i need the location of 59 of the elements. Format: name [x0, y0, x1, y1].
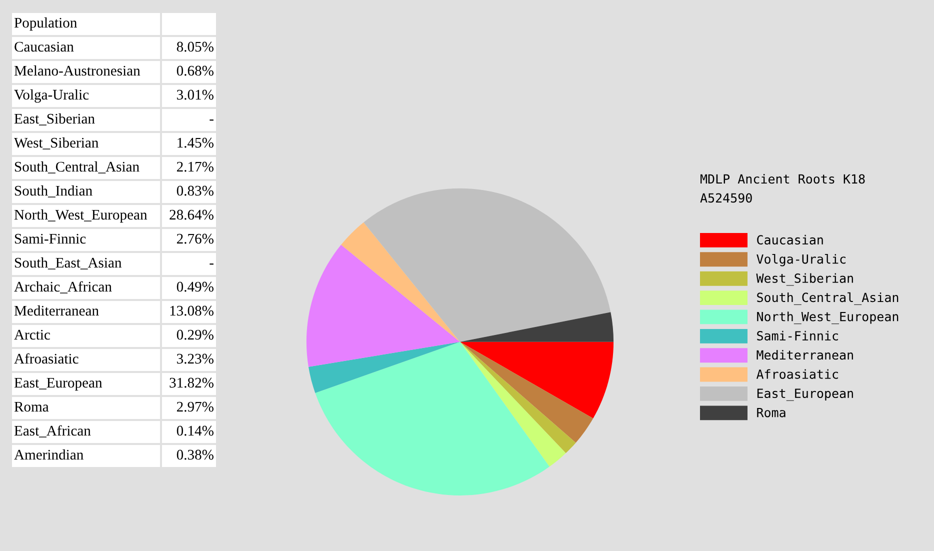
category-label: East_Siberian — [14, 113, 95, 126]
text: 28.64% — [170, 210, 214, 220]
text: 2.76% — [176, 234, 214, 244]
legend-label: East_European — [757, 388, 853, 401]
category-label: West_Siberian — [14, 137, 98, 150]
legend-label: Afroasiatic — [756, 369, 838, 379]
category-label: East_African — [14, 425, 91, 438]
category-label: Melano-Austronesian — [14, 65, 140, 76]
legend-label: Sami-Finnic — [757, 330, 838, 340]
legend-label: West_Siberian — [756, 273, 853, 286]
chart-subtitle: A524590 — [700, 193, 752, 203]
category-label: Volga-Uralic — [14, 89, 89, 103]
pie-slice — [364, 188, 611, 342]
text: 3.01% — [177, 90, 214, 100]
pie-slice — [341, 222, 460, 342]
text: Population — [14, 17, 77, 31]
pie-slice — [460, 342, 566, 467]
legend-label: Roma — [757, 408, 786, 418]
legend-label: Caucasian — [757, 234, 823, 245]
category-label: Arctic — [14, 330, 50, 340]
pie-slice — [460, 342, 614, 418]
text: 13.08% — [170, 306, 214, 316]
legend-label: North_West_European — [757, 312, 898, 324]
text: 0.29% — [176, 330, 214, 340]
text: 0.14% — [176, 426, 214, 436]
text: 3.23% — [177, 354, 214, 364]
category-label: Sami-Finnic — [14, 234, 86, 244]
legend-label: Mediterranean — [756, 350, 853, 360]
text: 2.97% — [176, 402, 214, 412]
category-label: Caucasian — [14, 42, 74, 52]
text: - — [210, 264, 214, 265]
pie-slice — [306, 244, 460, 367]
pie-slice — [315, 342, 550, 496]
legend-label: South_Central_Asian — [757, 292, 898, 305]
chart-title: MDLP Ancient Roots K18 — [700, 174, 865, 184]
category-label: Roma — [14, 402, 49, 412]
text: 0.68% — [176, 66, 214, 76]
category-label: South_Indian — [14, 185, 92, 198]
pie-slice — [460, 342, 594, 443]
pie-slice — [460, 312, 614, 342]
category-label: South_East_Asian — [14, 257, 122, 270]
text: 2.17% — [176, 162, 214, 172]
text: 8.05% — [176, 42, 214, 52]
category-label: Mediterranean — [14, 305, 99, 316]
category-label: Afroasiatic — [14, 353, 78, 364]
text: 0.83% — [176, 186, 214, 196]
text: 0.49% — [176, 282, 214, 292]
category-label: Amerindian — [14, 449, 84, 460]
text: 31.82% — [170, 378, 214, 388]
category-label: Archaic_African — [14, 281, 112, 294]
pie-slice — [460, 342, 576, 454]
text: 0.38% — [176, 450, 214, 460]
category-label: East_European — [14, 378, 102, 391]
text: - — [210, 120, 214, 121]
category-label: North_West_European — [14, 209, 148, 223]
legend-label: Volga-Uralic — [756, 254, 846, 266]
pie-slice — [308, 342, 460, 393]
text: 1.45% — [178, 138, 214, 148]
category-label: South_Central_Asian — [14, 161, 140, 174]
